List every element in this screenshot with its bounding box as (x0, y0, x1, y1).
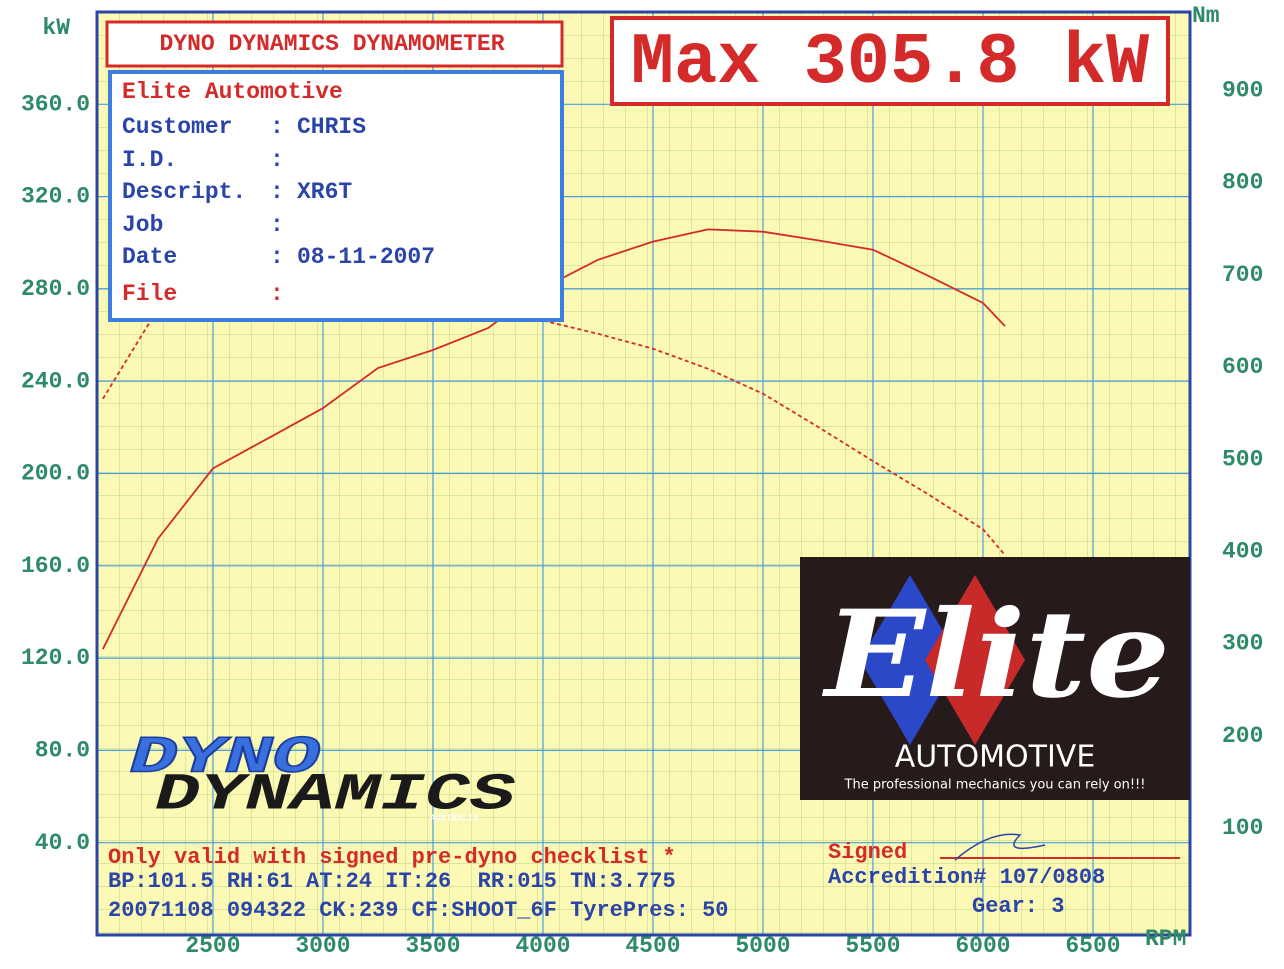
info-label: Descript. (122, 179, 246, 205)
x-tick-label: 2500 (185, 933, 240, 959)
plot-frame (95, 10, 1192, 937)
logo-text: DYNAMICS (155, 766, 515, 825)
info-box (108, 70, 564, 322)
logo-shape (925, 575, 1025, 745)
y2-tick-label: 600 (1222, 354, 1263, 380)
info-separator: : (270, 212, 284, 238)
x-tick-label: 5000 (735, 933, 790, 959)
footer-signed: Signed (828, 840, 907, 865)
y2-tick-label: 300 (1222, 631, 1263, 657)
x-tick-label: 4000 (515, 933, 570, 959)
logo-text: AUTOMOTIVE (895, 740, 1096, 775)
footer-run: 20071108 094322 CK:239 CF:SHOOT_6F TyreP… (108, 898, 729, 923)
series-line (102, 228, 1006, 650)
y-tick-label: 160.0 (21, 553, 90, 579)
info-label: Job (122, 212, 163, 238)
y-tick-label: 200.0 (21, 461, 90, 487)
info-value: XR6T (297, 179, 352, 205)
info-label: I.D. (122, 147, 177, 173)
max-power: Max 305.8 kW (631, 22, 1150, 104)
info-label: Date (122, 244, 177, 270)
y-tick-label: 40.0 (35, 830, 90, 856)
footer-notice: Only valid with signed pre-dyno checklis… (108, 845, 676, 870)
x-tick-label: 3000 (295, 933, 350, 959)
y-tick-label: 280.0 (21, 276, 90, 302)
signature (954, 833, 1046, 861)
info-value: CHRIS (297, 114, 366, 140)
info-rows: Customer: CHRIS I.D.: Descript.: XR6T Job: Dat… (122, 114, 435, 307)
logo-text: DYNO (130, 729, 320, 788)
info-separator: : (270, 281, 284, 307)
logo-text: Elite (822, 584, 1170, 725)
info-value: 08-11-2007 (297, 244, 435, 270)
y2-tick-label: 100 (1222, 815, 1263, 841)
y-axis-label: kW (42, 15, 70, 41)
x-tick-label: 6500 (1065, 933, 1120, 959)
y2-tick-label: 200 (1222, 723, 1263, 749)
y-tick-label: 240.0 (21, 368, 90, 394)
y2-tick-label: 900 (1222, 77, 1263, 103)
info-label: File (122, 281, 177, 307)
info-label: Customer (122, 114, 232, 140)
info-separator: : (270, 179, 284, 205)
dyno-logo: DYNO DYNAMICS AUSTRALIA (129, 728, 515, 825)
elite-logo: Elite AUTOMOTIVE The professional mechan… (800, 557, 1190, 800)
info-heading: Elite Automotive (122, 79, 343, 105)
logo-text: AUSTRALIA (430, 813, 479, 823)
y-tick-label: 360.0 (21, 91, 90, 117)
info-separator: : (270, 114, 284, 140)
footer-gear: Gear: 3 (972, 894, 1064, 919)
chart-title: DYNO DYNAMICS DYNAMOMETER (159, 31, 504, 57)
y2-tick-label: 700 (1222, 262, 1263, 288)
y-tick-label: 120.0 (21, 645, 90, 671)
max-box (610, 16, 1170, 106)
y2-tick-label: 400 (1222, 538, 1263, 564)
series-line (102, 235, 1006, 556)
info-separator: : (270, 244, 284, 270)
title-box (105, 20, 564, 68)
y2-axis-label: Nm (1192, 3, 1220, 29)
logo-shape (860, 575, 960, 745)
y2-tick-label: 500 (1222, 446, 1263, 472)
info-separator: : (270, 147, 284, 173)
footer-conditions: BP:101.5 RH:61 AT:24 IT:26 RR:015 TN:3.7… (108, 869, 676, 894)
y2-tick-label: 800 (1222, 170, 1263, 196)
footer-accreditation: Accredition# 107/0808 (828, 865, 1105, 890)
y-tick-label: 80.0 (35, 737, 90, 763)
x-tick-label: 4500 (625, 933, 680, 959)
logo-text: The professional mechanics you can rely … (844, 778, 1146, 793)
x-tick-label: 3500 (405, 933, 460, 959)
x-axis-label: RPM (1145, 926, 1186, 952)
x-tick-label: 6000 (955, 933, 1010, 959)
x-tick-label: 5500 (845, 933, 900, 959)
y-tick-label: 320.0 (21, 184, 90, 210)
